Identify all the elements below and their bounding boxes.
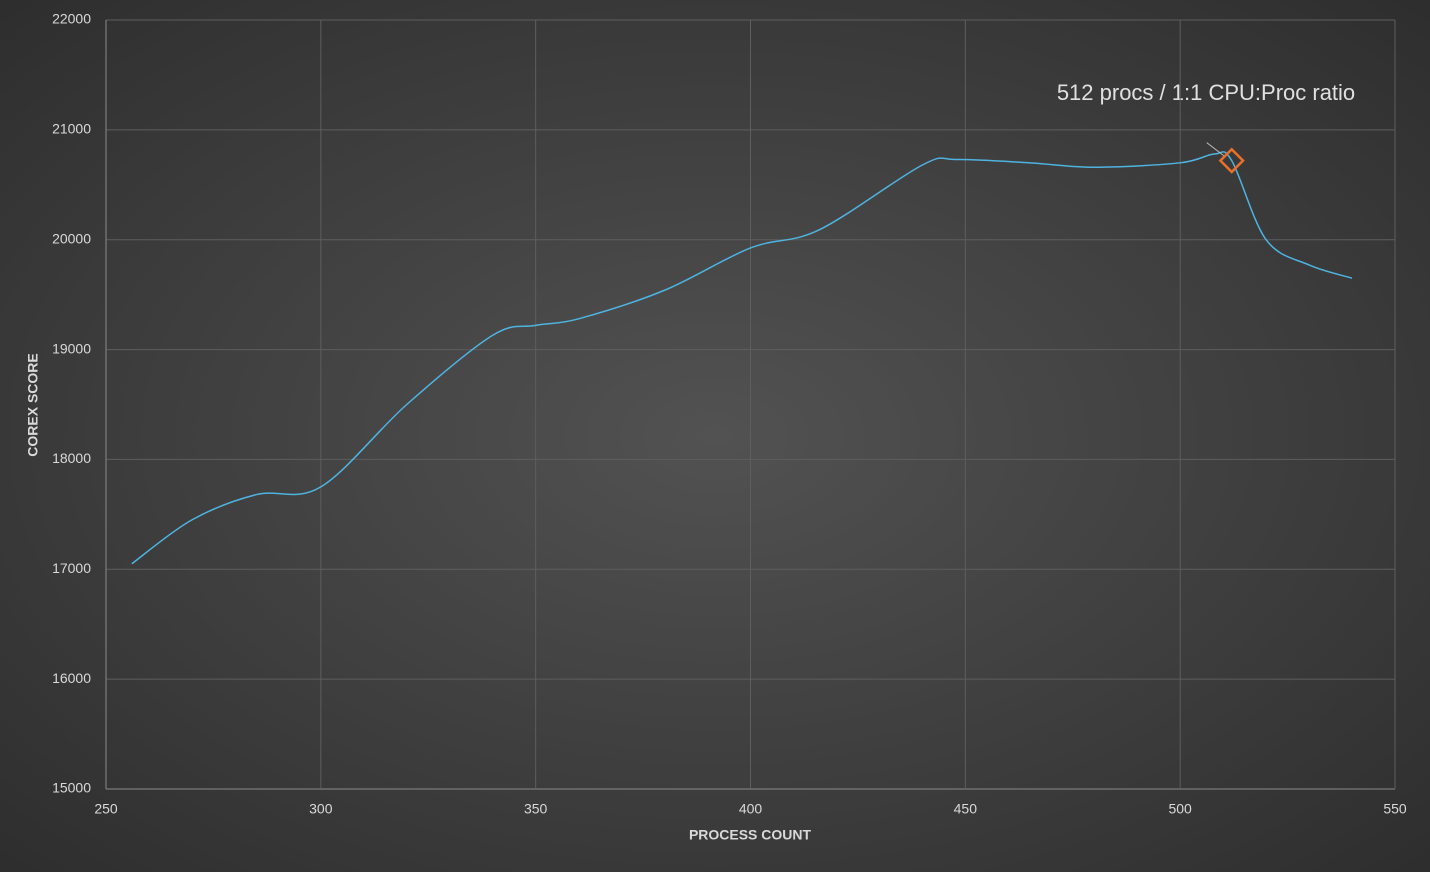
annotation-leader: [1206, 142, 1225, 157]
annotation-text: 512 procs / 1:1 CPU:Proc ratio: [1057, 80, 1355, 105]
y-tick-label: 20000: [52, 230, 91, 246]
x-tick-label: 400: [739, 801, 763, 817]
y-tick-label: 16000: [52, 670, 91, 686]
x-tick-label: 500: [1168, 801, 1192, 817]
x-tick-label: 300: [309, 801, 333, 817]
x-axis-title: PROCESS COUNT: [689, 827, 812, 843]
annotation-marker: [1218, 147, 1245, 174]
y-tick-label: 22000: [52, 11, 91, 27]
x-tick-label: 250: [94, 801, 118, 817]
y-tick-label: 15000: [52, 780, 91, 796]
y-tick-label: 19000: [52, 340, 91, 356]
x-tick-label: 450: [954, 801, 978, 817]
x-tick-label: 550: [1383, 801, 1407, 817]
x-tick-label: 350: [524, 801, 548, 817]
y-axis-title: COREX SCORE: [25, 353, 41, 456]
y-tick-label: 21000: [52, 121, 91, 137]
data-line: [131, 151, 1353, 565]
y-tick-label: 17000: [52, 560, 91, 576]
y-tick-label: 18000: [52, 450, 91, 466]
